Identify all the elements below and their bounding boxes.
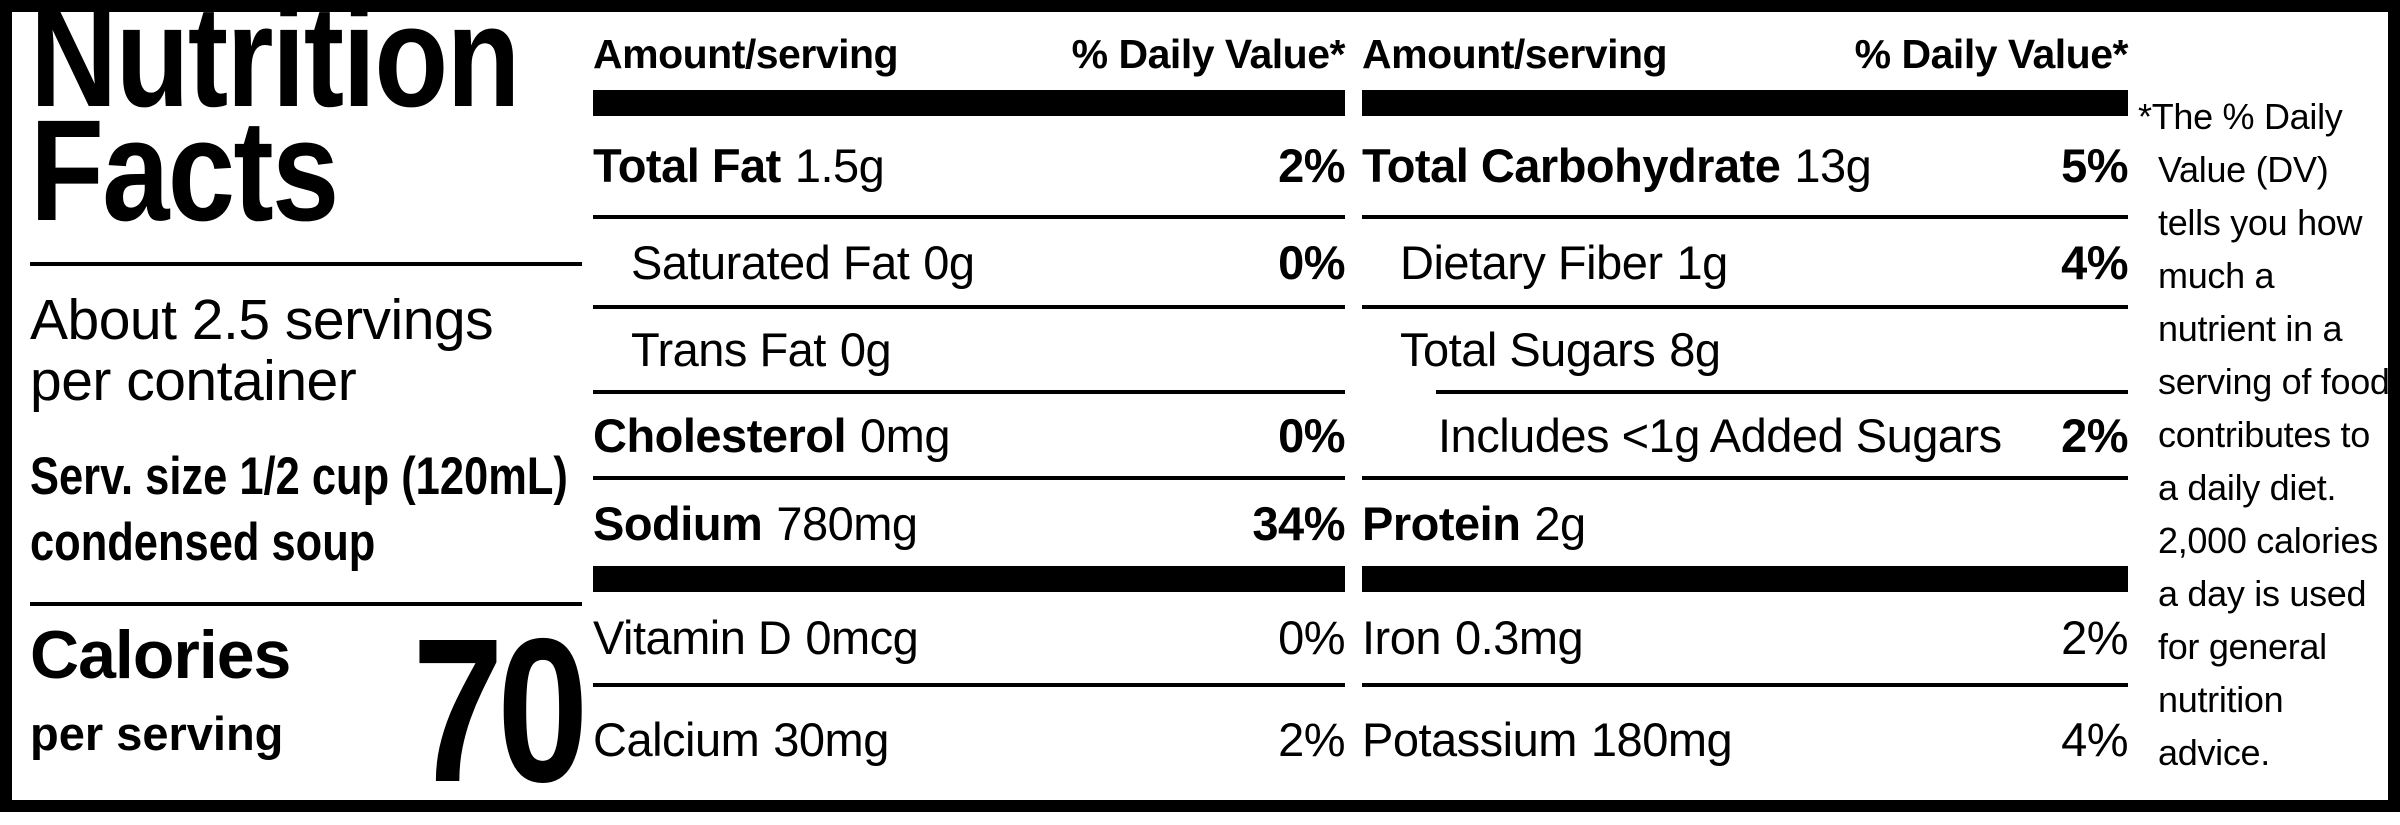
nutrient-dv: 0% — [1278, 611, 1345, 664]
nutrient-name: Potassium — [1362, 712, 1577, 766]
section-bar — [1362, 566, 2128, 592]
header-amount-label: Amount/serving — [1362, 31, 1668, 77]
row-iron: Iron 0.3mg 2% — [1362, 592, 2128, 683]
nutrient-dv: 34% — [1252, 496, 1345, 550]
nutrient-table-left: Amount/serving % Daily Value* Total Fat 1… — [593, 12, 1346, 791]
row-divider-indented — [1436, 390, 2128, 394]
row-divider — [1362, 683, 2128, 687]
nutrient-name: Dietary Fiber — [1400, 235, 1663, 289]
nutrient-dv: 5% — [2061, 139, 2128, 192]
header-amount-label: Amount/serving — [593, 31, 899, 77]
calories-divider — [30, 602, 582, 606]
serving-size-line-1: Serv. size 1/2 cup (120mL) — [30, 447, 568, 506]
nutrient-amount: 0mg — [860, 408, 950, 462]
servings-line-2: per container — [30, 349, 357, 413]
row-trans-fat: Trans Fat 0g — [593, 309, 1345, 390]
nutrient-name: Total Fat — [593, 139, 781, 192]
nutrient-name: Sodium — [593, 496, 763, 550]
nutrient-name: Iron — [1362, 611, 1442, 664]
nutrient-name: Includes <1g Added Sugars — [1438, 408, 2002, 462]
row-added-sugars: Includes <1g Added Sugars 2% — [1362, 394, 2128, 476]
header-dv-label: % Daily Value* — [1854, 31, 2129, 77]
nutrient-amount: 30mg — [773, 712, 889, 766]
nutrient-name: Saturated Fat — [631, 235, 910, 289]
nutrient-dv: 4% — [2061, 712, 2128, 766]
calories-label: Calories — [30, 617, 291, 693]
nutrient-amount: 1g — [1676, 235, 1729, 289]
nutrient-name: Calcium — [593, 712, 760, 766]
nutrient-amount: 0mcg — [805, 611, 919, 664]
row-total-carbohydrate: Total Carbohydrate 13g 5% — [1362, 116, 2128, 215]
serving-size: Serv. size 1/2 cup (120mL) condensed sou… — [30, 444, 582, 576]
header-bar — [593, 90, 1345, 116]
nutrient-dv: 2% — [1278, 712, 1345, 766]
table-header: Amount/serving % Daily Value* — [1362, 12, 2129, 90]
serving-size-line-2: condensed soup — [30, 513, 376, 572]
nutrient-dv: 0% — [1278, 235, 1345, 289]
row-protein: Protein 2g — [1362, 480, 2128, 566]
daily-value-footnote: *The % Daily Value (DV) tells you how mu… — [2138, 96, 2390, 773]
table-header: Amount/serving % Daily Value* — [593, 12, 1346, 90]
row-total-fat: Total Fat 1.5g 2% — [593, 116, 1345, 215]
nutrient-dv: 2% — [2061, 611, 2128, 664]
nutrient-amount: 0g — [839, 323, 892, 376]
row-dietary-fiber: Dietary Fiber 1g 4% — [1362, 219, 2128, 305]
nutrient-amount: 780mg — [776, 496, 918, 550]
left-panel: Nutrition Facts About 2.5 servings per c… — [30, 0, 588, 813]
row-sodium: Sodium 780mg 34% — [593, 480, 1345, 566]
nutrient-amount: 1.5g — [794, 139, 885, 192]
servings-per-container: About 2.5 servings per container — [30, 290, 582, 412]
row-saturated-fat: Saturated Fat 0g 0% — [593, 219, 1345, 305]
page-title: Nutrition Facts — [30, 0, 520, 251]
section-bar — [593, 566, 1345, 592]
header-dv-label: % Daily Value* — [1071, 31, 1346, 77]
nutrient-name: Protein — [1362, 496, 1521, 550]
row-divider — [593, 215, 1345, 219]
nutrient-amount: 13g — [1794, 139, 1872, 192]
title-line-1: Nutrition — [30, 0, 520, 137]
nutrient-dv: 4% — [2061, 235, 2128, 289]
nutrient-amount: 2g — [1534, 496, 1586, 550]
nutrient-amount: 180mg — [1590, 712, 1733, 766]
row-divider — [1362, 215, 2128, 219]
row-divider — [593, 390, 1345, 394]
header-bar — [1362, 90, 2128, 116]
row-potassium: Potassium 180mg 4% — [1362, 687, 2128, 791]
row-total-sugars: Total Sugars 8g — [1362, 309, 2128, 390]
nutrient-name: Vitamin D — [593, 611, 792, 664]
nutrient-dv: 2% — [2061, 408, 2128, 462]
row-divider — [593, 683, 1345, 687]
row-calcium: Calcium 30mg 2% — [593, 687, 1345, 791]
calories-section: Calories per serving 70 — [30, 608, 588, 813]
nutrient-dv: 2% — [1278, 139, 1345, 192]
row-vitamin-d: Vitamin D 0mcg 0% — [593, 592, 1345, 683]
nutrient-table-right: Amount/serving % Daily Value* Total Carb… — [1362, 12, 2129, 791]
nutrient-name: Trans Fat — [631, 323, 826, 376]
nutrient-amount: 0g — [923, 235, 975, 289]
calories-value: 70 — [412, 596, 588, 825]
row-cholesterol: Cholesterol 0mg 0% — [593, 394, 1345, 476]
row-divider — [1362, 305, 2128, 309]
title-divider — [30, 262, 582, 266]
nutrient-amount: 0.3mg — [1455, 611, 1584, 664]
title-line-2: Facts — [30, 90, 339, 251]
nutrient-name: Total Sugars — [1400, 323, 1656, 376]
nutrient-name: Cholesterol — [593, 408, 847, 462]
row-divider — [593, 476, 1345, 480]
nutrient-name: Total Carbohydrate — [1362, 139, 1781, 192]
calories-sublabel: per serving — [30, 707, 284, 760]
servings-line-1: About 2.5 servings — [30, 288, 494, 352]
row-divider — [593, 305, 1345, 309]
nutrient-amount: 8g — [1669, 323, 1721, 376]
row-divider — [1362, 476, 2128, 480]
nutrient-dv: 0% — [1278, 408, 1345, 462]
